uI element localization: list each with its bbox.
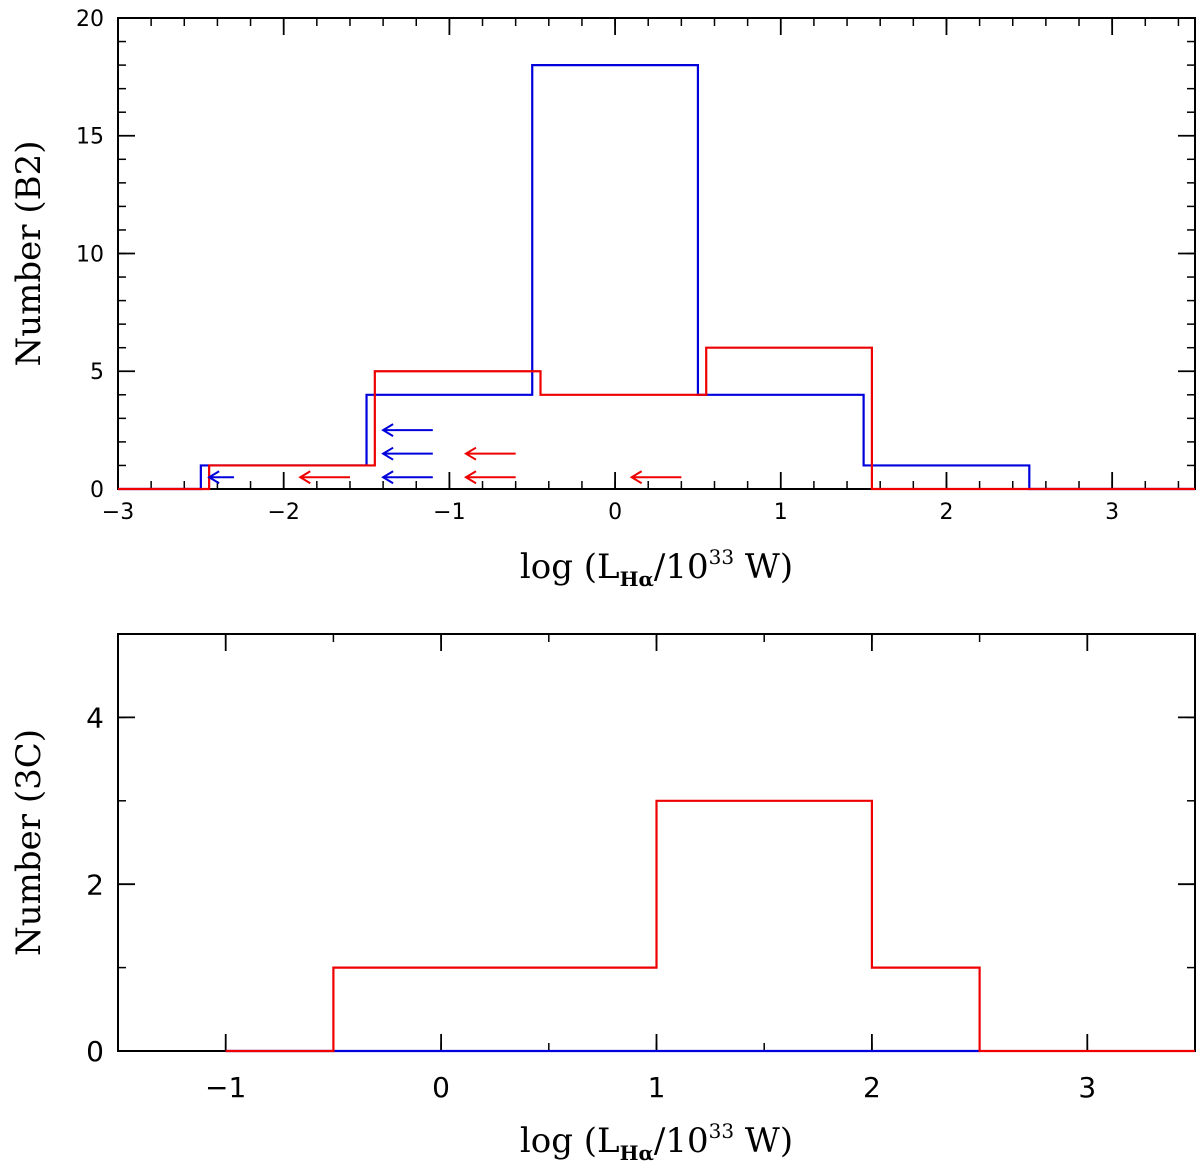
x-tick-label: 1 [648,1071,666,1104]
y-tick-label: 0 [86,1035,104,1068]
panel-2: −1 0 1 2 3 0 2 4 Number (3C) log (LHα/1033 W) [9,633,1196,1165]
y-tick-label: 2 [86,868,104,901]
x-tick-label: 3 [1105,500,1119,525]
x-tick-label: 2 [939,500,953,525]
upper-limit-arrow-icon [629,470,682,485]
histogram-series-2 [225,799,1195,1053]
x-tick-label: 3 [1078,1071,1096,1104]
x-tick-label: −1 [205,1071,246,1104]
y-tick-label: 20 [76,7,104,32]
x-tick-label: 0 [432,1071,450,1104]
histogram-series-2 [118,346,1195,491]
upper-limit-arrow-icon [464,470,516,485]
panel-1: −3 −2 −1 0 1 2 3 0 5 10 15 20 Number (B2) log (LHα/10… [9,7,1196,591]
x-tick-label: −3 [102,500,134,525]
x-axis-label: log (LHα/1033 W) [520,545,793,591]
y-tick-label: 15 [76,125,104,150]
upper-limit-arrow-icon [381,423,433,437]
upper-limit-arrow-icon [298,470,350,485]
x-tick-label: 1 [774,500,788,525]
y-tick-label: 0 [90,478,104,503]
upper-limit-arrow-icon [207,470,234,485]
x-tick-label: −2 [267,500,299,525]
upper-limit-arrow-icon [464,446,516,461]
x-tick-label: 2 [863,1071,881,1104]
x-axis-label: log (LHα/1033 W) [520,1119,793,1165]
y-axis-label: Number (3C) [9,729,49,956]
x-tick-label: −1 [433,500,465,525]
upper-limit-arrow-icon [381,470,433,485]
y-axis-label: Number (B2) [9,141,49,367]
histogram-series-1 [118,63,1195,491]
y-tick-label: 5 [90,360,104,385]
y-tick-label: 10 [76,242,104,267]
upper-limit-arrow-icon [381,446,433,461]
x-tick-label: 0 [608,500,622,525]
plot-frame [117,17,1196,490]
y-tick-label: 4 [86,701,104,734]
